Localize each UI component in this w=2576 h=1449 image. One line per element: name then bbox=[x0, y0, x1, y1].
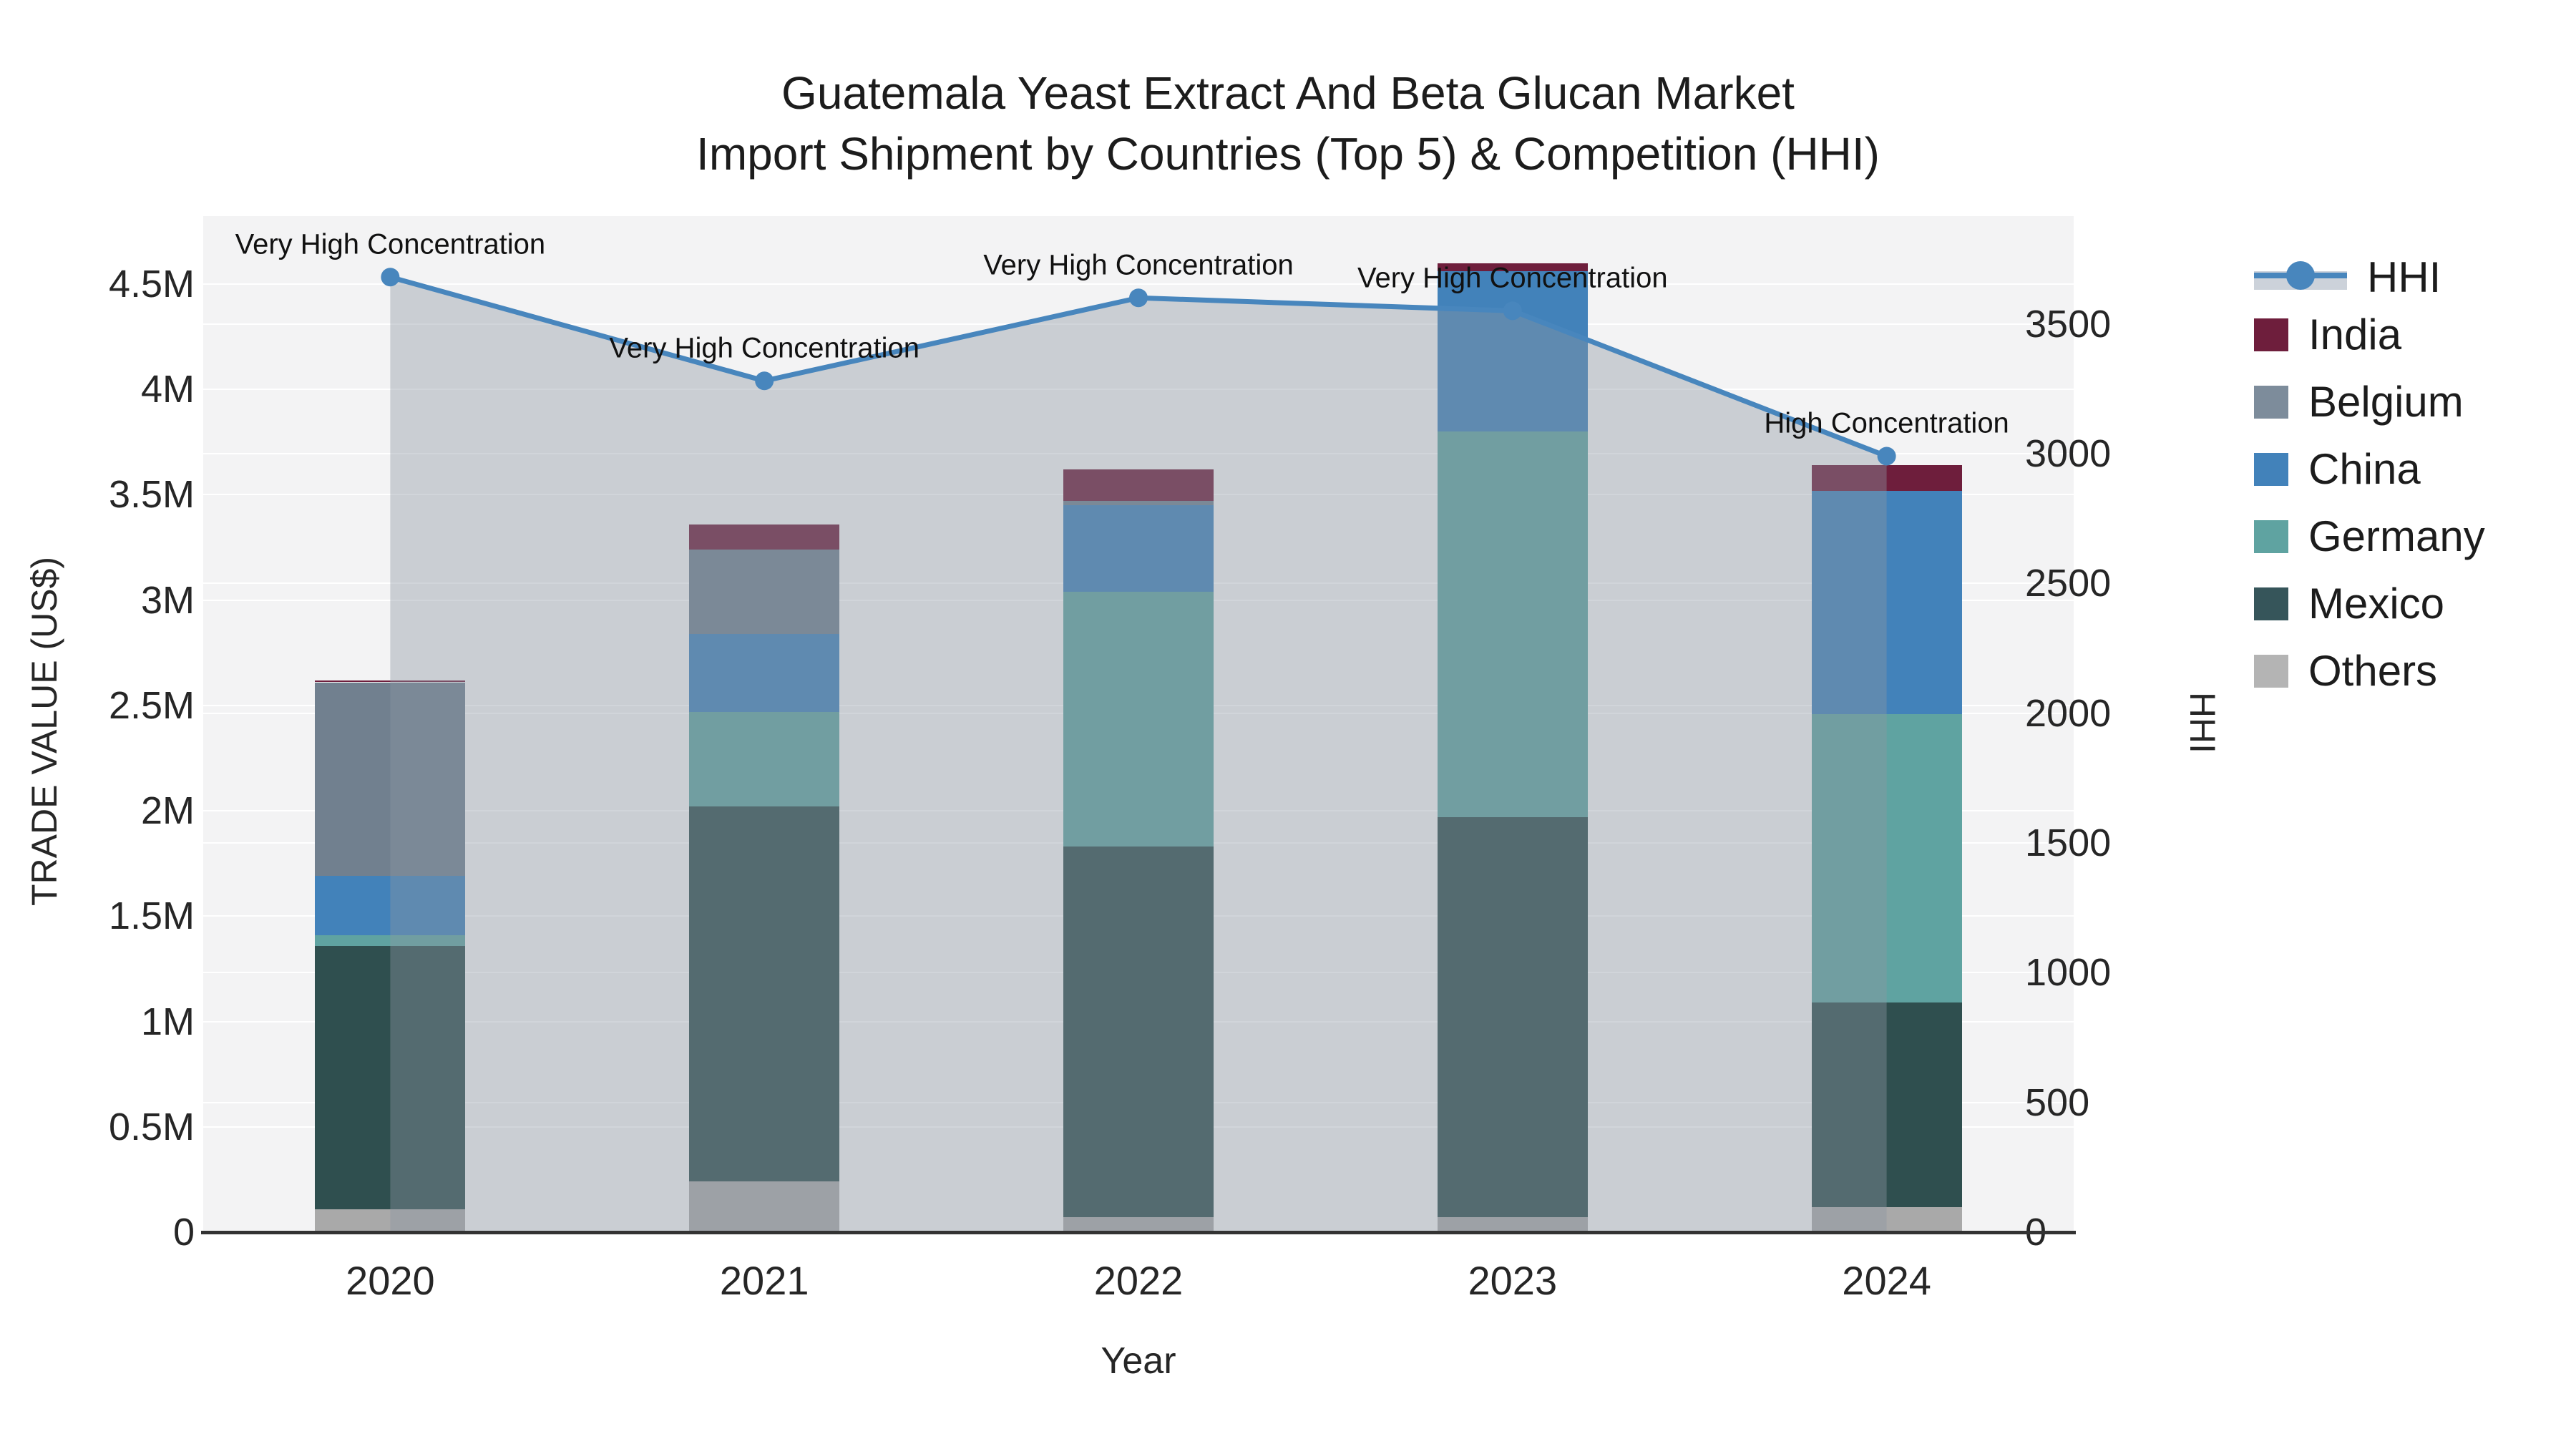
y-tick-4M: 4M bbox=[140, 368, 195, 411]
x-tick-2023: 2023 bbox=[1468, 1258, 1558, 1303]
legend-label: Others bbox=[2308, 647, 2438, 695]
y2-tick-2500: 2500 bbox=[2025, 562, 2112, 605]
chart-title-line2: Import Shipment by Countries (Top 5) & C… bbox=[696, 128, 1880, 180]
y2-tick-1500: 1500 bbox=[2025, 821, 2112, 864]
annotation-2020: Very High Concentration bbox=[235, 228, 546, 260]
y-tick-0.5M: 0.5M bbox=[108, 1105, 195, 1148]
bar-2023-india bbox=[1437, 263, 1588, 272]
x-tick-2021: 2021 bbox=[719, 1258, 809, 1303]
bar-2022-china bbox=[1063, 505, 1214, 592]
y2-axis-title: HHI bbox=[2182, 691, 2223, 754]
x-tick-2020: 2020 bbox=[346, 1258, 435, 1303]
legend-item-china[interactable]: China bbox=[2254, 448, 2421, 491]
legend-label: Germany bbox=[2308, 512, 2485, 560]
bar-2023-others bbox=[1437, 1217, 1588, 1232]
y-axis-title: TRADE VALUE (US$) bbox=[24, 556, 64, 907]
gridline-hhi bbox=[203, 323, 2074, 325]
legend-label: China bbox=[2308, 445, 2421, 493]
chart-title-line1: Guatemala Yeast Extract And Beta Glucan … bbox=[781, 67, 1795, 119]
india-swatch-icon bbox=[2254, 318, 2288, 351]
bar-2021-mexico bbox=[689, 806, 840, 1182]
y-tick-0: 0 bbox=[172, 1211, 195, 1254]
legend-label: HHI bbox=[2367, 253, 2441, 301]
legend-item-germany[interactable]: Germany bbox=[2254, 515, 2485, 558]
bar-2023-china bbox=[1437, 271, 1588, 432]
gridline-trade-value bbox=[203, 389, 2074, 391]
legend-label: Mexico bbox=[2308, 580, 2445, 628]
bar-2024-mexico bbox=[1811, 1002, 1962, 1207]
others-swatch-icon bbox=[2254, 655, 2288, 688]
bar-2024-others bbox=[1811, 1206, 1962, 1232]
bar-2020-india bbox=[315, 680, 466, 683]
y-tick-4.5M: 4.5M bbox=[108, 263, 195, 306]
mexico-swatch-icon bbox=[2254, 587, 2288, 620]
bar-2024-germany bbox=[1811, 713, 1962, 1003]
bar-2023-mexico bbox=[1437, 816, 1588, 1218]
y-tick-2M: 2M bbox=[140, 789, 195, 833]
annotation-2023: Very High Concentration bbox=[1357, 262, 1668, 294]
y2-tick-2000: 2000 bbox=[2025, 691, 2112, 735]
bar-2022-belgium bbox=[1063, 501, 1214, 506]
y-tick-2.5M: 2.5M bbox=[108, 683, 195, 727]
hhi-legend-sample-icon bbox=[2254, 261, 2347, 294]
hhi-area-fill bbox=[390, 277, 1887, 1232]
germany-swatch-icon bbox=[2254, 520, 2288, 553]
bar-2020-china bbox=[315, 876, 466, 935]
annotation-2021: Very High Concentration bbox=[609, 332, 919, 364]
x-tick-2024: 2024 bbox=[1842, 1258, 1931, 1303]
bar-2022-india bbox=[1063, 469, 1214, 502]
bar-2022-mexico bbox=[1063, 847, 1214, 1218]
bar-2024-india bbox=[1811, 465, 1962, 491]
y-tick-3.5M: 3.5M bbox=[108, 473, 195, 517]
legend-item-india[interactable]: India bbox=[2254, 313, 2401, 356]
y-tick-3M: 3M bbox=[140, 578, 195, 622]
y2-tick-500: 500 bbox=[2025, 1080, 2090, 1124]
china-swatch-icon bbox=[2254, 453, 2288, 486]
legend-item-hhi[interactable]: HHI bbox=[2254, 256, 2441, 299]
bar-2020-mexico bbox=[315, 945, 466, 1209]
y2-tick-1000: 1000 bbox=[2025, 951, 2112, 995]
hhi-marker-2024 bbox=[1877, 447, 1896, 466]
x-axis-line bbox=[201, 1231, 2076, 1234]
y2-tick-3500: 3500 bbox=[2025, 302, 2112, 346]
hhi-marker-2023 bbox=[1503, 301, 1522, 321]
gridline-hhi bbox=[203, 452, 2074, 454]
hhi-marker-2020 bbox=[381, 268, 400, 287]
hhi-marker-2022 bbox=[1129, 288, 1148, 308]
annotation-2024: High Concentration bbox=[1764, 407, 2009, 439]
y-tick-1.5M: 1.5M bbox=[108, 894, 195, 938]
bar-2021-belgium bbox=[689, 550, 840, 634]
gridline-trade-value bbox=[203, 283, 2074, 285]
bar-2021-germany bbox=[689, 711, 840, 807]
bar-2023-germany bbox=[1437, 431, 1588, 817]
y-tick-1M: 1M bbox=[140, 1000, 195, 1043]
x-axis-title: Year bbox=[1101, 1340, 1176, 1382]
bar-2020-others bbox=[315, 1209, 466, 1232]
annotation-2022: Very High Concentration bbox=[983, 249, 1294, 281]
legend-item-mexico[interactable]: Mexico bbox=[2254, 582, 2444, 625]
legend-item-belgium[interactable]: Belgium bbox=[2254, 381, 2464, 424]
bar-2024-china bbox=[1811, 490, 1962, 714]
bar-2021-china bbox=[689, 633, 840, 712]
bar-2021-others bbox=[689, 1181, 840, 1232]
legend-label: India bbox=[2308, 311, 2402, 358]
bar-2022-others bbox=[1063, 1217, 1214, 1232]
x-tick-2022: 2022 bbox=[1093, 1258, 1184, 1303]
legend-label: Belgium bbox=[2308, 378, 2464, 426]
y2-tick-3000: 3000 bbox=[2025, 431, 2112, 475]
bar-2020-germany bbox=[315, 935, 466, 946]
bar-2022-germany bbox=[1063, 591, 1214, 847]
hhi-marker-2021 bbox=[755, 371, 774, 391]
bar-2020-belgium bbox=[315, 682, 466, 877]
bar-2021-india bbox=[689, 524, 840, 550]
legend-item-others[interactable]: Others bbox=[2254, 650, 2437, 693]
belgium-swatch-icon bbox=[2254, 386, 2288, 419]
